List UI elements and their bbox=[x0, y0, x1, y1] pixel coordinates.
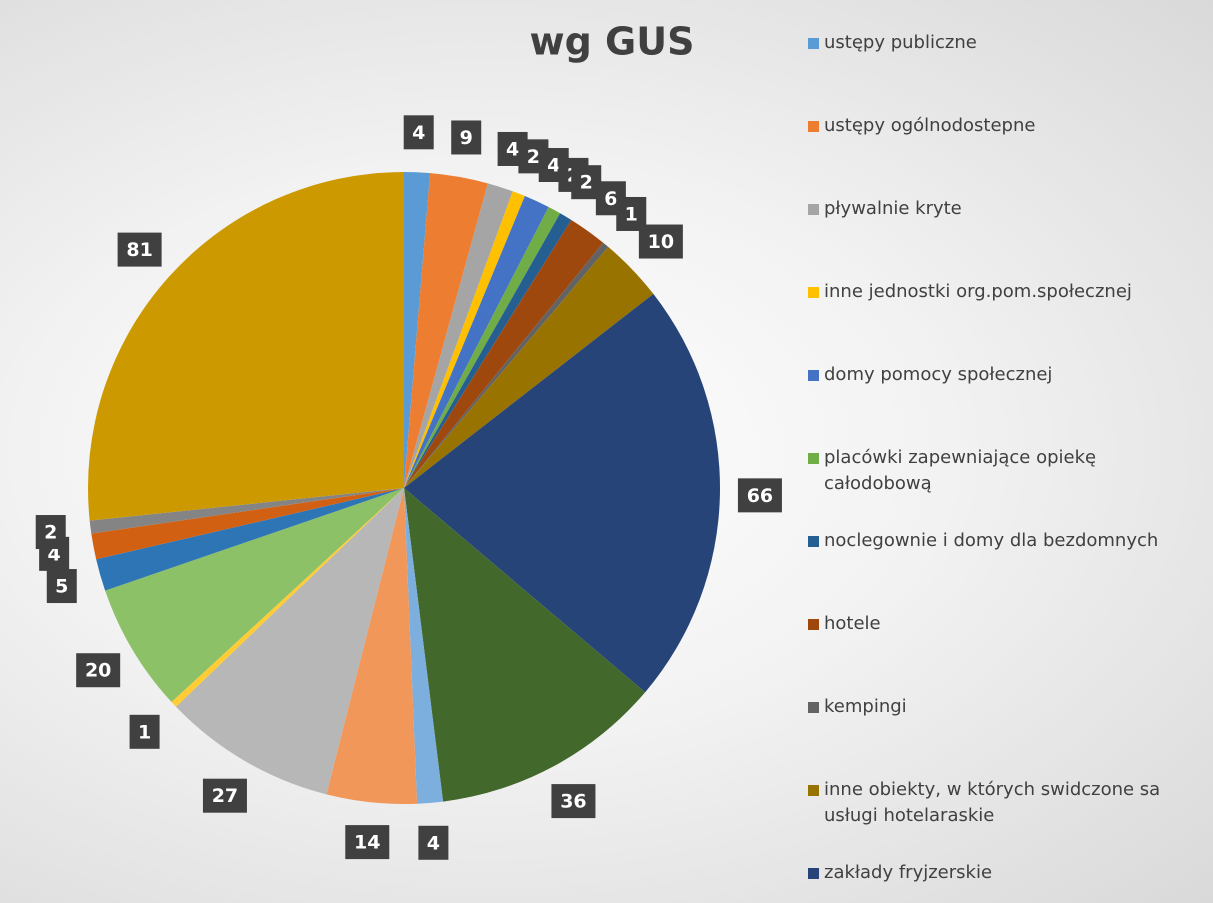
data-label-box bbox=[35, 515, 66, 550]
pie-slice bbox=[404, 196, 549, 488]
data-label: 66 bbox=[747, 485, 773, 507]
legend-swatch bbox=[808, 287, 819, 298]
pie bbox=[88, 172, 721, 805]
data-label-box bbox=[202, 778, 247, 813]
pie-slice bbox=[175, 488, 404, 795]
legend-swatch bbox=[808, 121, 819, 132]
legend-label: domy pomocy społecznej bbox=[824, 364, 1053, 385]
data-label: 10 bbox=[648, 231, 674, 253]
legend-item: hotele bbox=[808, 611, 1208, 637]
legend-item: zakłady fryjzerskie bbox=[808, 860, 1208, 886]
data-labels: 4942422611066364142712054281 bbox=[35, 115, 782, 860]
legend-label: kempingi bbox=[824, 696, 907, 717]
legend-item: ustępy publiczne bbox=[808, 30, 1208, 56]
pie-slice bbox=[96, 488, 404, 591]
legend-item: inne jednostki org.pom.społecznej bbox=[808, 279, 1208, 305]
legend-swatch bbox=[808, 536, 819, 547]
legend-label: inne obiekty, w których swidczone sa usł… bbox=[824, 779, 1161, 826]
data-label: 4 bbox=[506, 138, 519, 160]
legend-label: ustępy publiczne bbox=[824, 32, 977, 53]
legend-swatch bbox=[808, 453, 819, 464]
data-label: 1 bbox=[625, 203, 638, 225]
data-label-box bbox=[117, 232, 162, 267]
data-label-box bbox=[129, 714, 160, 749]
pie-slice bbox=[404, 293, 721, 693]
data-label-box bbox=[451, 120, 482, 155]
legend-item: inne obiekty, w których swidczone sa usł… bbox=[808, 777, 1208, 829]
legend-item: pływalnie kryte bbox=[808, 196, 1208, 222]
data-label: 9 bbox=[460, 127, 473, 149]
data-label-box bbox=[403, 115, 434, 150]
pie-slice bbox=[404, 207, 561, 489]
legend-label: zakłady fryjzerskie bbox=[824, 862, 993, 883]
data-label: 36 bbox=[560, 791, 586, 813]
data-label: 1 bbox=[138, 721, 151, 743]
data-label: 2 bbox=[44, 522, 57, 544]
legend-swatch bbox=[808, 868, 819, 879]
legend-item: kempingi bbox=[808, 694, 1208, 720]
pie-slice bbox=[404, 191, 525, 488]
data-label-box bbox=[551, 784, 596, 819]
chart-title: wg GUS bbox=[530, 20, 695, 64]
data-label: 6 bbox=[604, 188, 617, 210]
pie-slice bbox=[404, 488, 646, 802]
data-label: 27 bbox=[212, 785, 238, 807]
pie-slice bbox=[105, 488, 404, 703]
data-label-box bbox=[418, 825, 449, 860]
legend-swatch bbox=[808, 619, 819, 630]
data-label: 5 bbox=[55, 576, 68, 598]
legend-label: hotele bbox=[824, 613, 881, 634]
pie-slice bbox=[91, 488, 404, 560]
data-label: 4 bbox=[412, 122, 425, 144]
pie-slice bbox=[404, 213, 572, 488]
data-label: 14 bbox=[354, 832, 380, 854]
pie-slice bbox=[404, 246, 654, 488]
data-label: 2 bbox=[580, 172, 593, 194]
legend-item: domy pomocy społecznej bbox=[808, 362, 1208, 388]
data-label-box bbox=[46, 569, 77, 604]
legend-swatch bbox=[808, 785, 819, 796]
pie-slice bbox=[404, 488, 444, 804]
pie-slice bbox=[404, 242, 609, 488]
data-label-box bbox=[638, 224, 683, 259]
legend-label: noclegownie i domy dla bezdomnych bbox=[824, 530, 1159, 551]
pie-slice bbox=[404, 183, 513, 489]
pie-slice bbox=[171, 488, 404, 707]
pie-slice bbox=[89, 488, 405, 534]
legend-item: placówki zapewniające opiekę całodobową bbox=[808, 445, 1208, 497]
legend-item: ustępy ogólnodostepne bbox=[808, 113, 1208, 139]
data-label-box bbox=[345, 825, 390, 860]
pie-slice bbox=[326, 488, 418, 805]
legend-label: ustępy ogólnodostepne bbox=[824, 115, 1036, 136]
pie-slice bbox=[404, 172, 431, 488]
legend-label: pływalnie kryte bbox=[824, 198, 962, 219]
data-label: 2 bbox=[527, 146, 540, 168]
data-label: 81 bbox=[126, 239, 152, 261]
legend-label: inne jednostki org.pom.społecznej bbox=[824, 281, 1132, 302]
legend-label: placówki zapewniające opiekę całodobową bbox=[824, 447, 1097, 494]
data-label-box bbox=[76, 653, 121, 688]
pie-slice bbox=[88, 172, 405, 521]
pie-slice bbox=[404, 219, 604, 488]
legend-swatch bbox=[808, 204, 819, 215]
legend-swatch bbox=[808, 370, 819, 381]
legend-item: noclegownie i domy dla bezdomnych bbox=[808, 528, 1208, 554]
data-label: 4 bbox=[427, 832, 440, 854]
data-label: 4 bbox=[547, 155, 560, 177]
legend-swatch bbox=[808, 38, 819, 49]
data-label-box bbox=[737, 478, 782, 513]
legend-swatch bbox=[808, 702, 819, 713]
data-label: 20 bbox=[85, 660, 111, 682]
pie-slice bbox=[404, 173, 488, 489]
